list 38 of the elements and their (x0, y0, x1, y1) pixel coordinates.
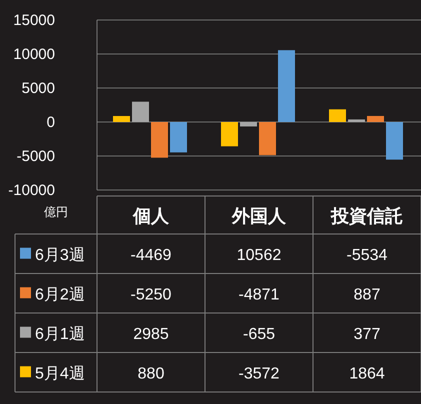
legend-label: 5月4週 (35, 365, 85, 382)
data-label: 880 (138, 365, 164, 382)
data-label: -5250 (130, 286, 172, 304)
y-tick-label: 10000 (13, 46, 55, 63)
data-label: -3572 (238, 365, 280, 382)
bar (329, 109, 346, 122)
y-axis-title: 億円 (44, 205, 68, 219)
bar (240, 122, 257, 126)
x-tick-label: 外国人 (231, 206, 287, 226)
bar (278, 50, 295, 122)
data-label: 2985 (133, 326, 169, 343)
data-label: -655 (242, 326, 276, 343)
bar (367, 116, 384, 122)
bar (151, 122, 168, 158)
bar (170, 122, 187, 152)
data-label: -5534 (346, 246, 388, 264)
x-tick-label: 個人 (132, 206, 170, 226)
data-label: 10562 (236, 246, 282, 264)
y-tick-label: 0 (46, 114, 55, 131)
bar (348, 119, 365, 122)
data-label: 1864 (349, 365, 385, 382)
bar (132, 102, 149, 122)
legend-label: 6月1週 (35, 326, 85, 343)
data-label: -4469 (130, 246, 172, 264)
data-label: 887 (354, 286, 380, 304)
legend-label: 6月3週 (35, 246, 85, 264)
bar (221, 122, 238, 146)
y-tick-label: 15000 (13, 12, 55, 29)
data-label: -4871 (238, 286, 280, 304)
data-label: 377 (354, 326, 380, 343)
y-tick-label: -5000 (16, 148, 55, 165)
bar (113, 116, 130, 122)
bar (259, 122, 276, 156)
x-tick-label: 投資信託 (330, 206, 403, 226)
legend-label: 6月2週 (35, 286, 85, 304)
bar (386, 122, 403, 160)
y-tick-label: 5000 (22, 80, 55, 97)
y-tick-label: -10000 (8, 182, 55, 199)
